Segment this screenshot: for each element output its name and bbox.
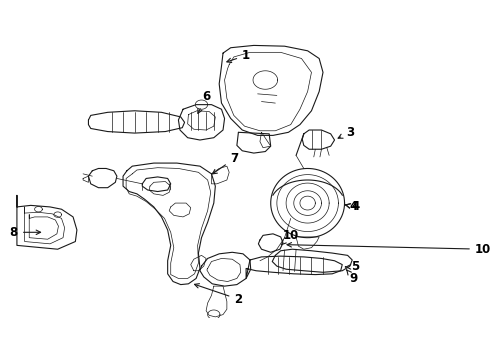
Text: 7: 7 bbox=[213, 152, 239, 174]
Text: 3: 3 bbox=[338, 126, 354, 139]
Text: 1: 1 bbox=[227, 49, 250, 63]
Text: 2: 2 bbox=[195, 284, 243, 306]
Text: 5: 5 bbox=[345, 260, 360, 273]
Polygon shape bbox=[272, 249, 352, 272]
Polygon shape bbox=[302, 130, 335, 149]
Polygon shape bbox=[123, 163, 215, 285]
Polygon shape bbox=[17, 195, 77, 249]
Polygon shape bbox=[142, 177, 171, 192]
Polygon shape bbox=[219, 45, 323, 135]
Polygon shape bbox=[200, 252, 251, 286]
Polygon shape bbox=[246, 256, 342, 278]
Text: 4: 4 bbox=[345, 201, 360, 213]
Polygon shape bbox=[88, 168, 117, 188]
Polygon shape bbox=[258, 234, 283, 252]
Polygon shape bbox=[88, 111, 185, 133]
Text: 10: 10 bbox=[287, 243, 490, 256]
Text: 4: 4 bbox=[346, 201, 358, 213]
Polygon shape bbox=[178, 105, 224, 140]
Text: 9: 9 bbox=[346, 270, 358, 285]
Text: 6: 6 bbox=[198, 90, 210, 113]
Text: 10: 10 bbox=[281, 229, 299, 245]
Text: 8: 8 bbox=[10, 226, 41, 239]
